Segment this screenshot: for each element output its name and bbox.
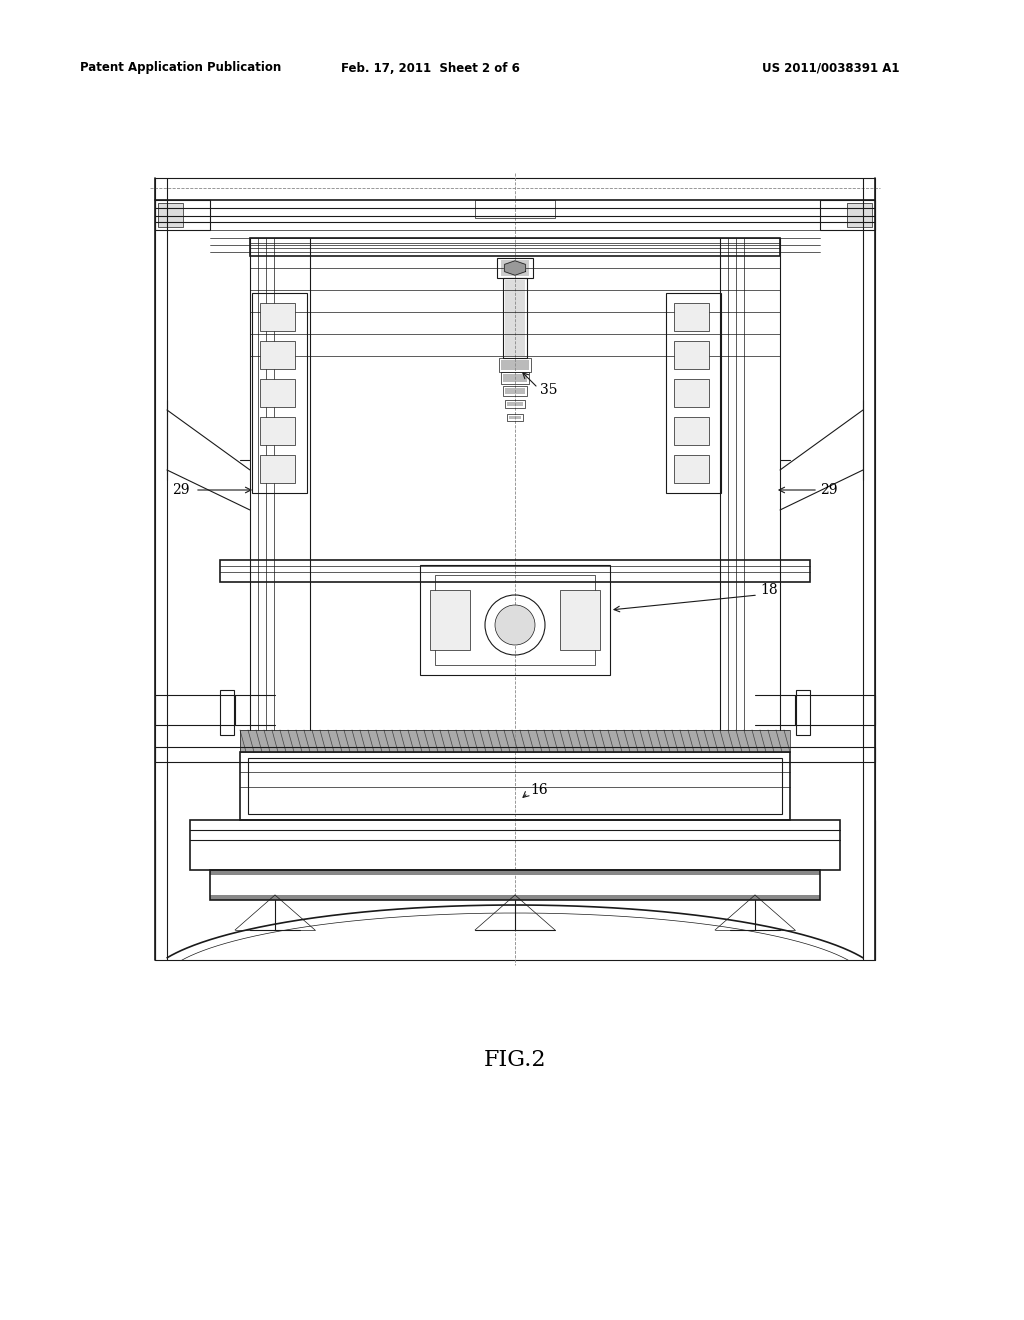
Bar bbox=[501, 260, 529, 276]
Bar bbox=[263, 306, 292, 327]
Bar bbox=[248, 758, 782, 814]
Bar bbox=[155, 696, 234, 725]
Bar bbox=[240, 730, 790, 752]
Bar bbox=[430, 590, 470, 649]
Bar bbox=[560, 590, 600, 649]
Bar bbox=[674, 455, 709, 483]
Bar bbox=[432, 635, 468, 649]
Bar bbox=[475, 201, 555, 218]
Bar bbox=[677, 306, 706, 327]
Bar bbox=[505, 280, 525, 356]
Bar bbox=[240, 730, 790, 752]
Bar bbox=[674, 417, 709, 445]
Bar bbox=[220, 560, 810, 582]
Bar bbox=[263, 420, 292, 442]
Bar bbox=[158, 203, 183, 227]
Bar bbox=[260, 379, 295, 407]
Bar bbox=[847, 203, 872, 227]
Bar bbox=[420, 565, 610, 675]
Text: Feb. 17, 2011  Sheet 2 of 6: Feb. 17, 2011 Sheet 2 of 6 bbox=[341, 62, 519, 74]
Bar bbox=[677, 381, 706, 404]
Bar bbox=[820, 201, 874, 230]
Bar bbox=[796, 690, 810, 735]
Bar bbox=[677, 420, 706, 442]
Text: Patent Application Publication: Patent Application Publication bbox=[80, 62, 282, 74]
Bar bbox=[507, 414, 523, 421]
Bar bbox=[210, 870, 820, 900]
Bar bbox=[507, 403, 523, 407]
Bar bbox=[260, 455, 295, 483]
Bar bbox=[501, 372, 529, 384]
Bar bbox=[220, 690, 234, 735]
Bar bbox=[674, 304, 709, 331]
Bar bbox=[250, 238, 780, 256]
Bar bbox=[501, 360, 529, 370]
Bar bbox=[260, 304, 295, 331]
Bar bbox=[210, 895, 820, 900]
Bar bbox=[795, 696, 874, 725]
Bar bbox=[503, 279, 527, 358]
Bar bbox=[252, 293, 307, 492]
Bar bbox=[562, 635, 598, 649]
Bar bbox=[497, 257, 534, 279]
Bar bbox=[505, 400, 525, 408]
Bar bbox=[155, 178, 874, 960]
Bar bbox=[666, 293, 721, 492]
Bar bbox=[155, 747, 874, 762]
Bar bbox=[260, 417, 295, 445]
Bar bbox=[260, 341, 295, 370]
Bar bbox=[435, 576, 595, 665]
Text: US 2011/0038391 A1: US 2011/0038391 A1 bbox=[763, 62, 900, 74]
Polygon shape bbox=[505, 261, 525, 275]
Bar bbox=[674, 379, 709, 407]
Bar bbox=[677, 345, 706, 366]
Text: 29: 29 bbox=[820, 483, 838, 498]
Bar bbox=[847, 203, 872, 227]
Bar bbox=[503, 374, 527, 381]
Bar bbox=[674, 341, 709, 370]
Text: 29: 29 bbox=[172, 483, 189, 498]
Text: FIG.2: FIG.2 bbox=[483, 1049, 546, 1071]
Bar bbox=[190, 820, 840, 870]
Text: 35: 35 bbox=[540, 383, 557, 397]
Bar bbox=[263, 345, 292, 366]
Bar bbox=[263, 381, 292, 404]
Bar bbox=[240, 752, 790, 820]
Bar bbox=[210, 870, 820, 875]
Bar bbox=[263, 458, 292, 480]
Bar bbox=[509, 416, 521, 418]
Bar bbox=[432, 595, 468, 609]
Text: 16: 16 bbox=[530, 783, 548, 797]
Bar bbox=[505, 388, 525, 393]
Bar bbox=[158, 203, 183, 227]
Circle shape bbox=[495, 605, 535, 645]
Bar bbox=[499, 358, 531, 372]
Bar bbox=[155, 201, 210, 230]
Bar bbox=[562, 595, 598, 609]
Bar bbox=[432, 615, 468, 630]
Bar bbox=[677, 458, 706, 480]
Text: 18: 18 bbox=[760, 583, 777, 597]
Bar bbox=[503, 385, 527, 396]
Bar bbox=[562, 615, 598, 630]
